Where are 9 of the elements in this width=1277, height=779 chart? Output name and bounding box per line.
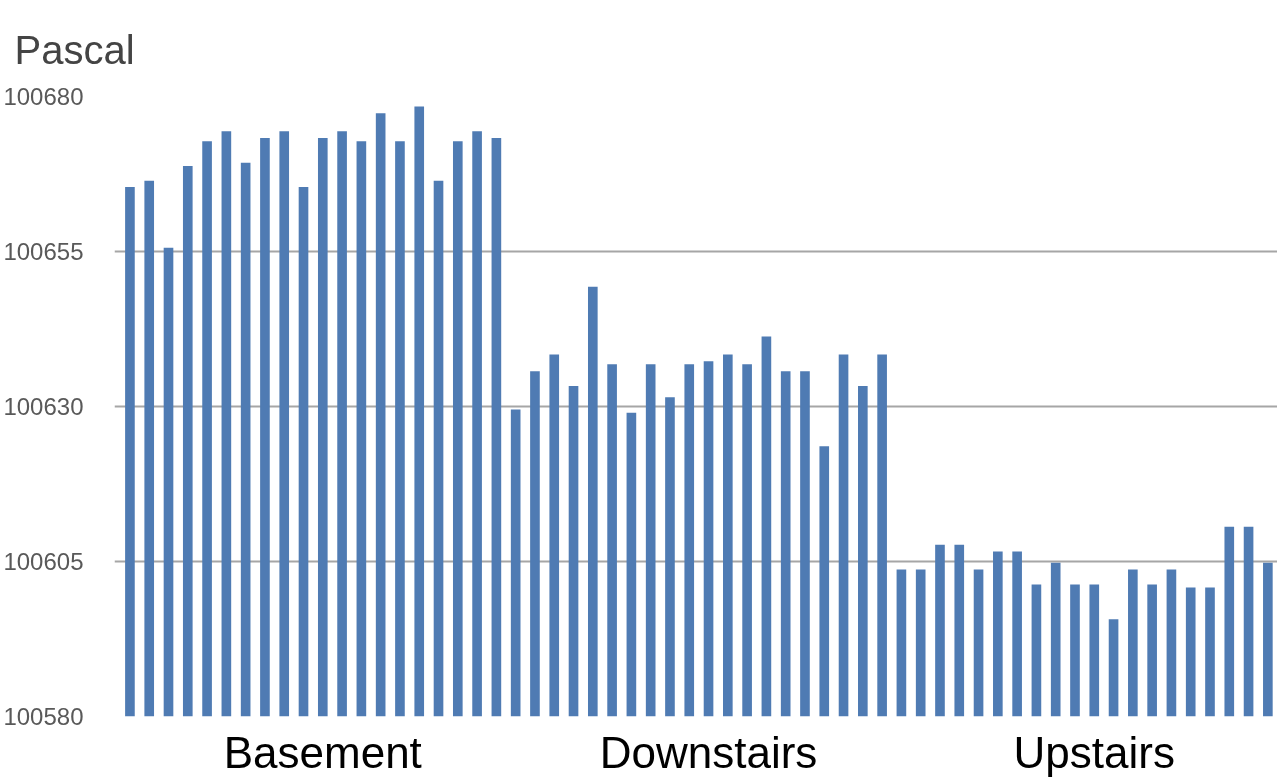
x-tick-label: Upstairs — [1013, 727, 1175, 777]
y-axis-title: Pascal — [14, 27, 135, 72]
y-tick-label: 100580 — [3, 703, 84, 730]
x-tick-label: Downstairs — [599, 727, 818, 777]
y-tick-label: 100680 — [3, 83, 84, 110]
y-tick-label: 100630 — [3, 393, 84, 420]
x-tick-label: Basement — [223, 727, 422, 777]
y-tick-label: 100605 — [3, 548, 84, 575]
y-tick-label: 100655 — [3, 238, 84, 265]
